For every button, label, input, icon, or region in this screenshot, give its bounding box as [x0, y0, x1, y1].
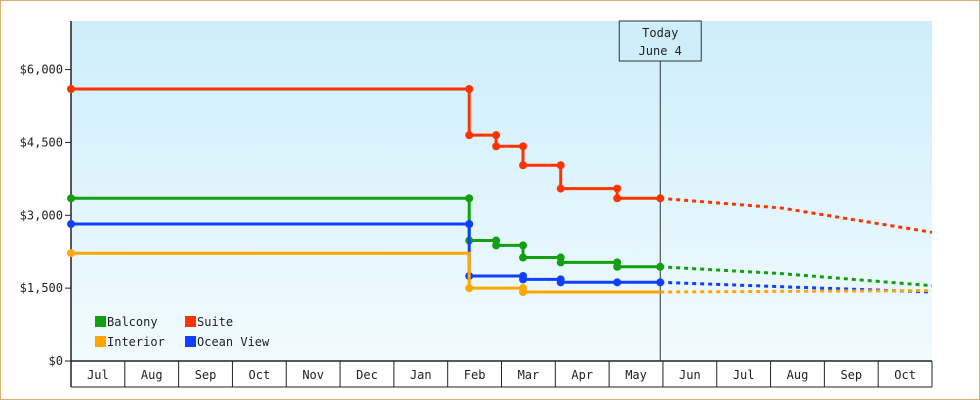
- month-label: Jul: [733, 368, 755, 382]
- month-label: Sep: [195, 368, 217, 382]
- month-label: Jul: [87, 368, 109, 382]
- series-forecast-suite: [660, 196, 933, 234]
- data-point-suite: [556, 184, 565, 193]
- data-point-suite: [492, 131, 501, 140]
- y-tick-label: $4,500: [20, 135, 63, 149]
- data-point-suite: [613, 194, 622, 203]
- legend-label: Balcony: [107, 315, 158, 329]
- month-label: Oct: [894, 368, 916, 382]
- today-marker: Today June 4: [618, 20, 702, 361]
- data-point-balcony: [519, 253, 528, 262]
- data-point-balcony: [519, 241, 528, 250]
- data-point-ocean-view: [556, 278, 565, 287]
- y-axis: $0 $1,500 $3,000 $4,500 $6,000: [20, 21, 72, 387]
- month-label: Jan: [410, 368, 432, 382]
- data-point-suite: [613, 184, 622, 193]
- month-label: Dec: [356, 368, 378, 382]
- data-point-suite: [519, 142, 528, 151]
- month-label: Mar: [518, 368, 540, 382]
- data-point-suite: [556, 161, 565, 170]
- today-box: [618, 20, 702, 62]
- series-line-interior: [71, 251, 661, 294]
- data-point-suite: [656, 194, 665, 203]
- x-axis: Jul Aug Sep Oct Nov Dec Jan Feb Mar Apr May Jun Jul A…: [70, 360, 933, 388]
- y-tick-label: $1,500: [20, 281, 63, 295]
- data-point-interior: [519, 288, 528, 297]
- today-date: June 4: [639, 44, 682, 58]
- month-label: May: [625, 368, 647, 382]
- month-label: Sep: [840, 368, 862, 382]
- data-point-interior: [67, 249, 75, 258]
- data-point-suite: [465, 131, 474, 140]
- month-label: Oct: [249, 368, 271, 382]
- data-point-balcony: [492, 241, 501, 250]
- today-label: Today: [642, 26, 678, 40]
- legend-swatch: [185, 336, 196, 347]
- month-label: Jun: [679, 368, 701, 382]
- data-point-suite: [67, 85, 75, 93]
- data-point-balcony: [465, 194, 474, 203]
- y-tick-label: $3,000: [20, 208, 63, 222]
- y-tick-label: $0: [49, 354, 63, 368]
- plot-background: [71, 21, 932, 361]
- legend-swatch: [185, 316, 196, 327]
- data-point-ocean-view: [656, 278, 665, 287]
- month-label: Nov: [302, 368, 324, 382]
- data-point-ocean-view: [67, 220, 75, 229]
- data-point-suite: [519, 161, 528, 170]
- month-label: Feb: [464, 368, 486, 382]
- data-point-ocean-view: [519, 275, 528, 284]
- data-point-balcony: [613, 262, 622, 271]
- data-point-balcony: [67, 194, 75, 203]
- data-point-ocean-view: [465, 220, 474, 229]
- data-point-suite: [465, 85, 474, 93]
- data-point-ocean-view: [613, 278, 622, 287]
- month-label: Aug: [141, 368, 163, 382]
- series-lines: [67, 85, 933, 297]
- month-label: Apr: [571, 368, 593, 382]
- legend-swatch: [95, 336, 106, 347]
- legend: Balcony Suite Interior Ocean View: [95, 315, 270, 349]
- data-point-interior: [465, 284, 474, 293]
- legend-swatch: [95, 316, 106, 327]
- legend-label: Suite: [197, 315, 233, 329]
- y-tick-label: $6,000: [20, 63, 63, 77]
- data-point-balcony: [656, 262, 665, 271]
- series-forecast-ocean-view: [660, 280, 933, 294]
- data-point-suite: [492, 142, 501, 151]
- legend-label: Ocean View: [197, 335, 270, 349]
- data-point-balcony: [556, 258, 565, 267]
- series-forecast-interior: [660, 289, 933, 294]
- legend-label: Interior: [107, 335, 165, 349]
- series-forecast-balcony: [660, 265, 933, 288]
- month-label: Aug: [787, 368, 809, 382]
